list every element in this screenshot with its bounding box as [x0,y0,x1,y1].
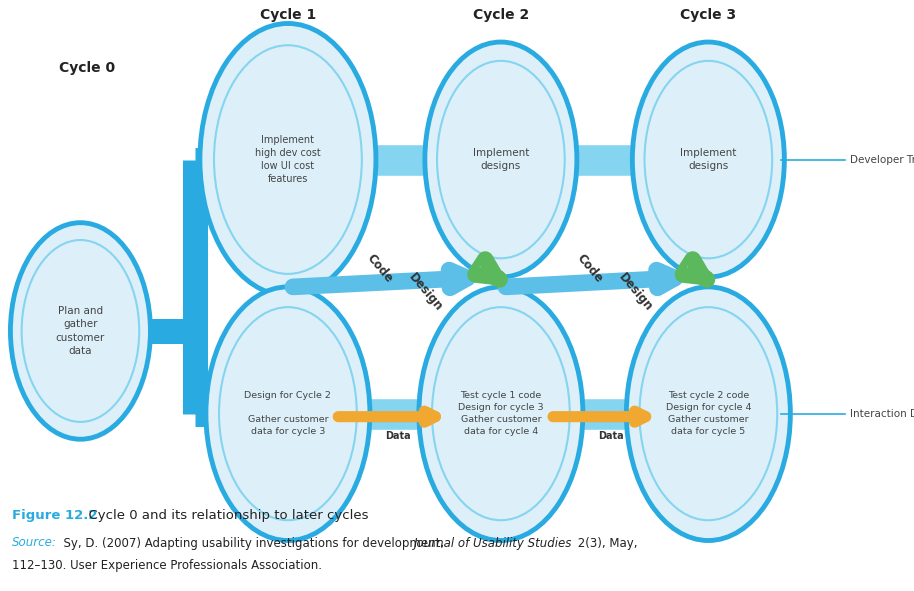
Text: Implement
high dev cost
low UI cost
features: Implement high dev cost low UI cost feat… [255,135,321,184]
Text: 112–130. User Experience Professionals Association.: 112–130. User Experience Professionals A… [12,560,322,573]
Text: Cycle 2: Cycle 2 [473,8,529,22]
Text: Code: Code [364,252,395,286]
Text: Test cycle 2 code
Design for cycle 4
Gather customer
data for cycle 5: Test cycle 2 code Design for cycle 4 Gat… [665,391,751,436]
Ellipse shape [219,307,356,520]
Text: Design for Cycle 2

Gather customer
data for cycle 3: Design for Cycle 2 Gather customer data … [244,391,332,436]
Text: Code: Code [574,252,605,286]
Text: 2(3), May,: 2(3), May, [574,537,637,550]
Text: Cycle 0: Cycle 0 [58,61,115,75]
Text: Cycle 3: Cycle 3 [680,8,737,22]
Text: Plan and
gather
customer
data: Plan and gather customer data [56,306,105,356]
Text: Sy, D. (2007) Adapting usability investigations for development,: Sy, D. (2007) Adapting usability investi… [56,537,448,550]
Ellipse shape [419,287,583,541]
Text: Design: Design [406,271,444,314]
Text: Source:: Source: [12,537,57,550]
Ellipse shape [626,287,791,541]
Ellipse shape [22,240,139,422]
Ellipse shape [437,61,565,258]
Text: Journal of Usability Studies: Journal of Usability Studies [414,537,572,550]
Text: Data: Data [598,431,623,441]
Ellipse shape [214,46,362,274]
Text: Cycle 1: Cycle 1 [260,8,316,22]
Ellipse shape [200,24,376,296]
Ellipse shape [640,307,777,520]
Text: Data: Data [385,431,410,441]
Text: Implement
designs: Implement designs [680,148,737,171]
Ellipse shape [632,42,784,277]
Text: Design: Design [616,271,654,314]
Text: Cycle 0 and its relationship to later cycles: Cycle 0 and its relationship to later cy… [80,509,368,522]
Ellipse shape [644,61,772,258]
Ellipse shape [425,42,577,277]
Text: Developer Track: Developer Track [850,155,914,164]
Text: Figure 12.2: Figure 12.2 [12,509,98,522]
Ellipse shape [432,307,569,520]
Text: Implement
designs: Implement designs [473,148,529,171]
Ellipse shape [10,223,151,439]
Text: Interaction Designer Track: Interaction Designer Track [850,409,914,418]
Ellipse shape [206,287,370,541]
Text: Test cycle 1 code
Design for cycle 3
Gather customer
data for cycle 4: Test cycle 1 code Design for cycle 3 Gat… [458,391,544,436]
